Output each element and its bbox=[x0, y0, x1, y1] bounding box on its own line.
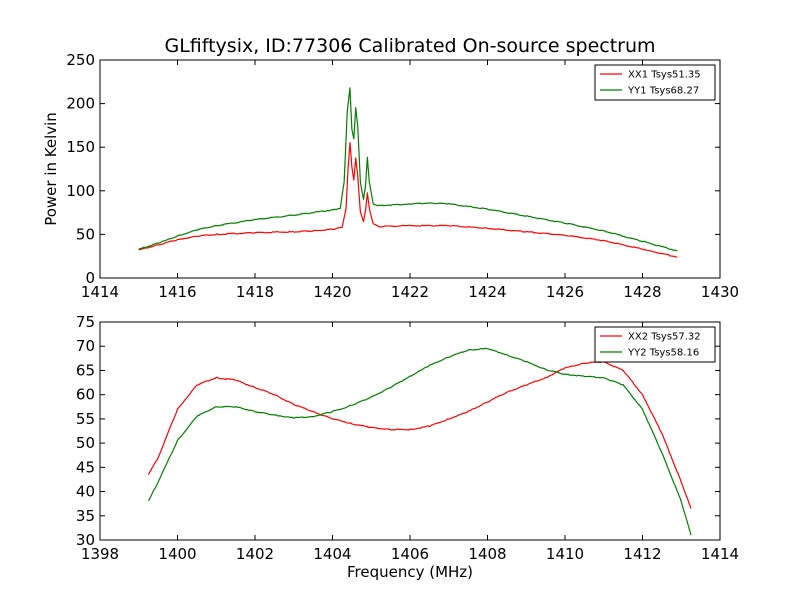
top-y-tick-label: 100 bbox=[66, 182, 95, 200]
bottom-y-tick-label: 40 bbox=[76, 483, 95, 501]
bottom-x-tick-label: 1402 bbox=[236, 545, 274, 563]
bottom-x-tick-label: 1412 bbox=[623, 545, 661, 563]
top-y-tick-label: 200 bbox=[66, 95, 95, 113]
top-y-tick-label: 150 bbox=[66, 138, 95, 156]
top-y-tick-label: 0 bbox=[85, 269, 95, 287]
top-x-tick-label: 1420 bbox=[313, 283, 351, 301]
bottom-x-tick-label: 1400 bbox=[158, 545, 196, 563]
bottom-y-tick-label: 55 bbox=[76, 410, 95, 428]
top-y-tick-label: 250 bbox=[66, 51, 95, 69]
bottom-y-tick-label: 65 bbox=[76, 361, 95, 379]
legend-label-yy1: YY1 Tsys68.27 bbox=[627, 86, 699, 97]
bottom-x-tick-label: 1406 bbox=[391, 545, 429, 563]
top-x-tick-label: 1416 bbox=[158, 283, 196, 301]
legend-label-xx1: XX1 Tsys51.35 bbox=[628, 70, 701, 81]
top-series-line-2 bbox=[138, 87, 678, 252]
top-legend: XX1 Tsys51.35 YY1 Tsys68.27 bbox=[594, 64, 716, 101]
top-legend-box bbox=[594, 64, 716, 101]
top-panel: 1414 1416 1418 1420 1422 1424 1426 1428 1430 0 50 1… bbox=[42, 51, 739, 301]
top-x-tick-label: 1428 bbox=[623, 283, 661, 301]
bottom-y-tick-label: 45 bbox=[76, 458, 95, 476]
legend-label-xx2: XX2 Tsys57.32 bbox=[628, 332, 701, 343]
bottom-legend-box bbox=[594, 326, 716, 363]
bottom-x-tick-label: 1404 bbox=[313, 545, 351, 563]
top-x-tick-label: 1430 bbox=[701, 283, 739, 301]
bottom-y-tick-label: 35 bbox=[76, 507, 95, 525]
bottom-y-tick-label: 60 bbox=[76, 386, 95, 404]
top-series-line-1 bbox=[138, 142, 678, 258]
top-x-tick-label: 1414 bbox=[81, 283, 119, 301]
bottom-x-tick-label: 1410 bbox=[546, 545, 584, 563]
top-x-tick-label: 1424 bbox=[468, 283, 506, 301]
bottom-legend: XX2 Tsys57.32 YY2 Tsys58.16 bbox=[594, 326, 716, 363]
legend-label-yy2: YY2 Tsys58.16 bbox=[627, 348, 699, 359]
top-x-tick-label: 1418 bbox=[236, 283, 274, 301]
top-x-tick-label: 1422 bbox=[391, 283, 429, 301]
bottom-y-tick-label: 75 bbox=[76, 313, 95, 331]
bottom-x-tick-label: 1414 bbox=[701, 545, 739, 563]
bottom-y-tick-label: 30 bbox=[76, 531, 95, 549]
top-x-tick-label: 1426 bbox=[546, 283, 584, 301]
top-y-tick-label: 50 bbox=[76, 225, 95, 243]
bottom-y-tick-label: 70 bbox=[76, 337, 95, 355]
bottom-x-tick-label: 1398 bbox=[81, 545, 119, 563]
chart-title: GLfiftysix, ID:77306 Calibrated On-sourc… bbox=[164, 35, 655, 57]
bottom-series-line-2 bbox=[147, 347, 692, 536]
top-y-axis-label: Power in Kelvin bbox=[42, 112, 60, 226]
bottom-x-tick-label: 1408 bbox=[468, 545, 506, 563]
bottom-y-tick-label: 50 bbox=[76, 434, 95, 452]
bottom-panel-ticks: 1398 1400 1402 1404 1406 1408 1410 1412 1414 30 35… bbox=[76, 313, 739, 563]
top-panel-series bbox=[138, 87, 678, 258]
bottom-panel: 1398 1400 1402 1404 1406 1408 1410 1412 1414 30 35… bbox=[76, 313, 739, 581]
top-panel-ticks: 1414 1416 1418 1420 1422 1424 1426 1428 1430 0 50 1… bbox=[66, 51, 739, 301]
bottom-x-axis-label: Frequency (MHz) bbox=[347, 563, 473, 581]
